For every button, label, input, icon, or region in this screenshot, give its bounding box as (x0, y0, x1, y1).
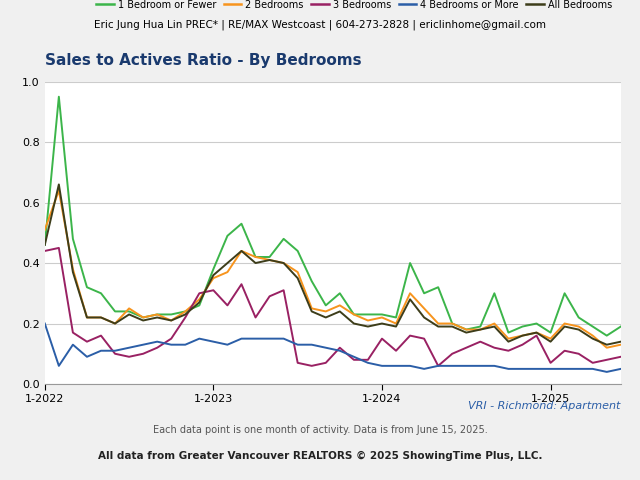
Text: Eric Jung Hua Lin PREC* | RE/MAX Westcoast | 604-273-2828 | ericlinhome@gmail.co: Eric Jung Hua Lin PREC* | RE/MAX Westcoa… (94, 20, 546, 30)
Text: All data from Greater Vancouver REALTORS © 2025 ShowingTime Plus, LLC.: All data from Greater Vancouver REALTORS… (98, 451, 542, 461)
Text: Sales to Actives Ratio - By Bedrooms: Sales to Actives Ratio - By Bedrooms (45, 53, 362, 68)
Text: Each data point is one month of activity. Data is from June 15, 2025.: Each data point is one month of activity… (152, 425, 488, 435)
Legend: 1 Bedroom or Fewer, 2 Bedrooms, 3 Bedrooms, 4 Bedrooms or More, All Bedrooms: 1 Bedroom or Fewer, 2 Bedrooms, 3 Bedroo… (92, 0, 616, 13)
Text: VRI - Richmond: Apartment: VRI - Richmond: Apartment (468, 401, 621, 411)
